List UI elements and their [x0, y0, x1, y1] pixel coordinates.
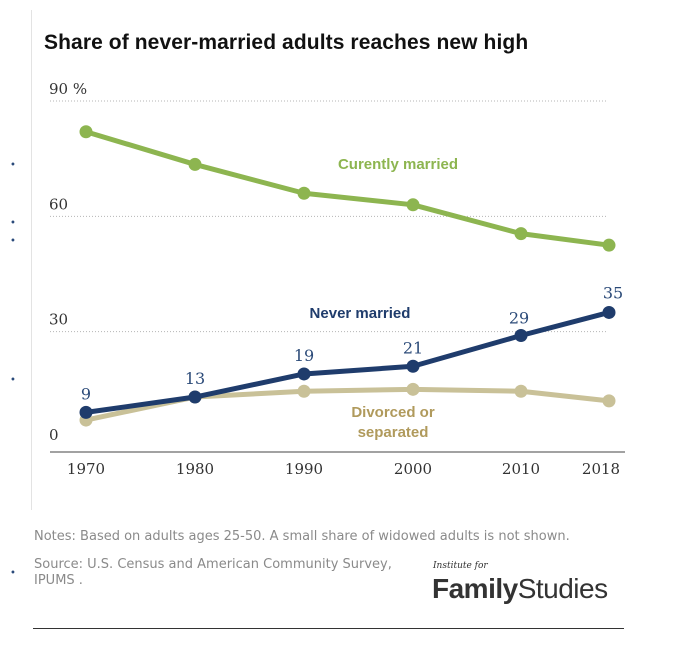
series-0-point — [602, 238, 616, 252]
data-label: 29 — [509, 309, 529, 328]
y-tick-label: 60 — [49, 195, 68, 213]
series-0-point — [79, 125, 93, 139]
series-0-point — [297, 186, 311, 200]
logo-tagline: Institute for — [433, 561, 488, 571]
x-tick-label: 1970 — [67, 460, 105, 478]
bottom-divider — [33, 628, 624, 629]
series-1-point — [406, 359, 420, 373]
data-label: 35 — [603, 283, 623, 302]
series-label-divorced-line2: separated — [358, 424, 429, 441]
series-1-point — [188, 390, 202, 404]
series-line-2 — [83, 386, 612, 423]
series-label-divorced-line1: Divorced or — [351, 404, 435, 421]
series-2-point — [514, 384, 528, 398]
data-label: 9 — [81, 384, 91, 403]
x-tick-label: 2000 — [394, 460, 432, 478]
x-tick-label: 2010 — [502, 460, 540, 478]
series-1-point — [297, 367, 311, 381]
chart-notes: Notes: Based on adults ages 25-50. A sma… — [34, 529, 570, 544]
labels: 9 13 19 21 29 35 Curently married Never married… — [81, 156, 623, 441]
data-label: 13 — [185, 369, 205, 388]
series-2-point — [297, 384, 311, 398]
cropped-margin-glyph: • — [10, 236, 16, 247]
x-tick-label: 2018 — [582, 460, 620, 478]
data-label: 19 — [294, 346, 314, 365]
x-axis: 1970 1980 1990 2000 2010 2018 — [67, 460, 620, 478]
series-label-never-married: Never married — [310, 305, 411, 322]
series-line-0 — [83, 129, 612, 248]
gridlines — [50, 100, 625, 453]
series-line-1 — [83, 309, 612, 415]
x-tick-label: 1980 — [176, 460, 214, 478]
series-1-point — [602, 305, 616, 319]
data-label: 21 — [403, 338, 423, 357]
cropped-margin-glyph: • — [10, 568, 16, 579]
series-0-point — [514, 227, 528, 241]
cropped-margin-glyph: • — [10, 160, 16, 171]
y-axis: 0 30 60 90 % — [49, 80, 87, 444]
cropped-margin-glyph: • — [10, 218, 16, 229]
y-tick-label: 0 — [49, 426, 59, 444]
left-border — [31, 10, 32, 510]
logo: FamilyStudies — [432, 573, 608, 605]
series-0-point — [188, 157, 202, 171]
x-tick-label: 1990 — [285, 460, 323, 478]
logo-light-text: Studies — [517, 573, 608, 604]
series-2-point — [602, 394, 616, 408]
series-0-point — [406, 198, 420, 212]
series-1-point — [79, 405, 93, 419]
series-label-currently-married: Curently married — [338, 156, 458, 173]
y-tick-label: 30 — [49, 311, 68, 329]
line-chart: 0 30 60 90 % 1970 1980 1990 2000 2010 2018 9 13 19… — [49, 80, 625, 478]
chart-title: Share of never-married adults reaches ne… — [44, 31, 529, 54]
cropped-margin-glyph: • — [10, 375, 16, 386]
series-2-point — [406, 382, 420, 396]
y-tick-label: 90 % — [49, 80, 87, 98]
series-1-point — [514, 329, 528, 343]
chart-source: Source: U.S. Census and American Communi… — [34, 557, 392, 588]
logo-bold-text: Family — [432, 573, 518, 604]
series — [79, 125, 616, 427]
